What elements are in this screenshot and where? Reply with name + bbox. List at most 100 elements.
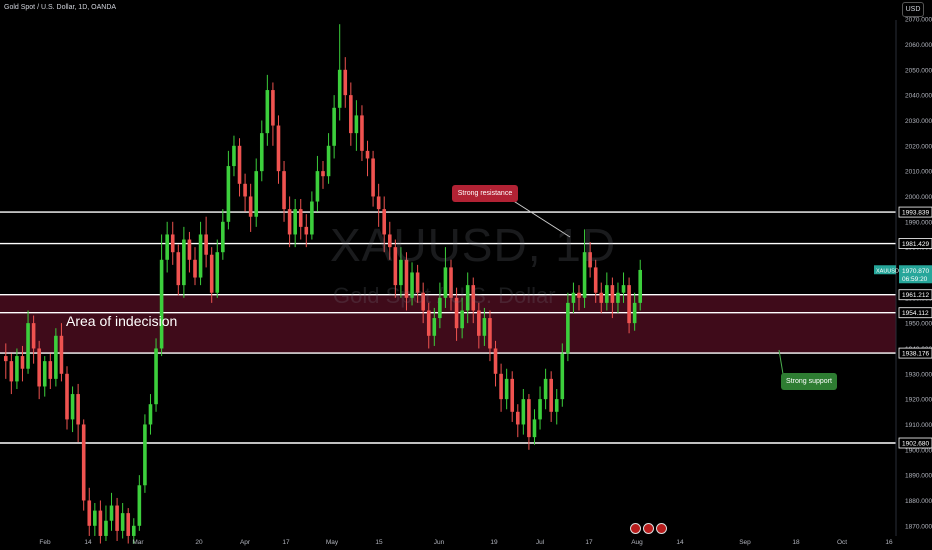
candle-body[interactable] xyxy=(493,348,498,374)
candle-body[interactable] xyxy=(471,285,476,311)
candle-body[interactable] xyxy=(293,209,297,235)
candle-body[interactable] xyxy=(527,399,531,438)
candle-body[interactable] xyxy=(404,259,409,298)
candle-body[interactable] xyxy=(37,348,41,387)
candle-body[interactable] xyxy=(549,378,553,412)
candle-body[interactable] xyxy=(426,310,431,336)
candle-body[interactable] xyxy=(143,424,147,486)
candle-body[interactable] xyxy=(354,115,359,134)
current-price-tag[interactable] xyxy=(899,265,932,284)
candle-body[interactable] xyxy=(332,107,336,146)
candle-body[interactable] xyxy=(126,513,131,536)
candle-body[interactable] xyxy=(393,247,398,286)
candle-body[interactable] xyxy=(638,269,643,303)
level-price-tag[interactable] xyxy=(898,437,932,449)
candle-body[interactable] xyxy=(554,399,559,412)
candle-body[interactable] xyxy=(98,510,103,536)
candle-body[interactable] xyxy=(515,411,520,425)
candle-body[interactable] xyxy=(165,234,169,260)
candle-body[interactable] xyxy=(632,302,637,324)
candle-body[interactable] xyxy=(182,239,186,286)
candle-body[interactable] xyxy=(31,323,36,349)
candle-body[interactable] xyxy=(259,133,264,172)
candle-body[interactable] xyxy=(193,259,197,278)
level-price-tag[interactable] xyxy=(898,347,932,359)
candle-body[interactable] xyxy=(588,252,592,268)
candle-body[interactable] xyxy=(81,424,86,501)
event-marker-icon[interactable] xyxy=(656,523,667,534)
candle-body[interactable] xyxy=(271,90,275,126)
event-markers[interactable] xyxy=(630,523,667,534)
resistance-callout[interactable]: Strong resistance xyxy=(452,185,518,202)
candle-body[interactable] xyxy=(599,292,604,303)
candle-body[interactable] xyxy=(371,158,375,197)
candle-body[interactable] xyxy=(582,252,587,298)
level-price-tag[interactable] xyxy=(898,307,932,319)
candle-body[interactable] xyxy=(15,356,19,382)
candle-body[interactable] xyxy=(209,254,214,293)
candle-body[interactable] xyxy=(276,125,281,172)
level-price-tag[interactable] xyxy=(898,206,932,218)
candle-body[interactable] xyxy=(232,145,236,167)
level-price-tag[interactable] xyxy=(898,289,932,301)
candle-body[interactable] xyxy=(382,209,387,235)
candle-body[interactable] xyxy=(115,505,119,531)
candle-body[interactable] xyxy=(571,292,576,303)
candle-body[interactable] xyxy=(488,318,492,349)
candle-body[interactable] xyxy=(360,115,364,151)
candle-body[interactable] xyxy=(76,394,80,425)
candle-body[interactable] xyxy=(504,378,509,400)
candle-body[interactable] xyxy=(454,297,459,329)
candle-body[interactable] xyxy=(410,272,414,298)
candle-body[interactable] xyxy=(415,272,420,293)
candle-body[interactable] xyxy=(226,166,231,222)
candle-body[interactable] xyxy=(65,373,69,420)
candle-body[interactable] xyxy=(477,310,481,336)
candle-body[interactable] xyxy=(42,361,47,387)
support-callout[interactable]: Strong support xyxy=(781,373,837,390)
candle-body[interactable] xyxy=(482,318,487,336)
candle-body[interactable] xyxy=(20,356,25,369)
candle-body[interactable] xyxy=(148,404,153,425)
candle-body[interactable] xyxy=(287,209,292,235)
candle-body[interactable] xyxy=(438,297,442,319)
candle-body[interactable] xyxy=(3,356,8,362)
candle-body[interactable] xyxy=(610,285,615,303)
candle-body[interactable] xyxy=(538,399,542,420)
candle-body[interactable] xyxy=(104,520,108,536)
candle-body[interactable] xyxy=(365,150,370,159)
candle-body[interactable] xyxy=(154,348,158,405)
candle-body[interactable] xyxy=(510,378,515,412)
candle-body[interactable] xyxy=(120,513,125,531)
candle-body[interactable] xyxy=(243,183,247,197)
candle-body[interactable] xyxy=(399,259,403,286)
candle-body[interactable] xyxy=(421,292,425,311)
candle-body[interactable] xyxy=(310,201,314,235)
currency-badge[interactable]: USD xyxy=(902,2,924,17)
candle-body[interactable] xyxy=(577,292,581,298)
candle-body[interactable] xyxy=(337,69,342,108)
candle-body[interactable] xyxy=(605,285,609,303)
candle-body[interactable] xyxy=(237,145,242,184)
candle-body[interactable] xyxy=(48,361,53,379)
candle-body[interactable] xyxy=(343,69,348,96)
candle-body[interactable] xyxy=(499,373,503,400)
candle-body[interactable] xyxy=(109,505,114,521)
candle-body[interactable] xyxy=(298,209,303,227)
candle-body[interactable] xyxy=(176,252,181,286)
candle-body[interactable] xyxy=(187,239,192,260)
candle-body[interactable] xyxy=(616,292,620,303)
candle-body[interactable] xyxy=(621,285,626,293)
candle-body[interactable] xyxy=(465,285,470,311)
candle-body[interactable] xyxy=(376,196,381,210)
candle-body[interactable] xyxy=(326,145,331,177)
candle-body[interactable] xyxy=(543,378,548,400)
candle-body[interactable] xyxy=(443,267,448,298)
candle-body[interactable] xyxy=(215,252,220,293)
candle-body[interactable] xyxy=(304,226,309,235)
candle-body[interactable] xyxy=(159,259,164,349)
candle-body[interactable] xyxy=(315,171,320,202)
candle-body[interactable] xyxy=(627,285,631,324)
candle-body[interactable] xyxy=(170,234,175,253)
